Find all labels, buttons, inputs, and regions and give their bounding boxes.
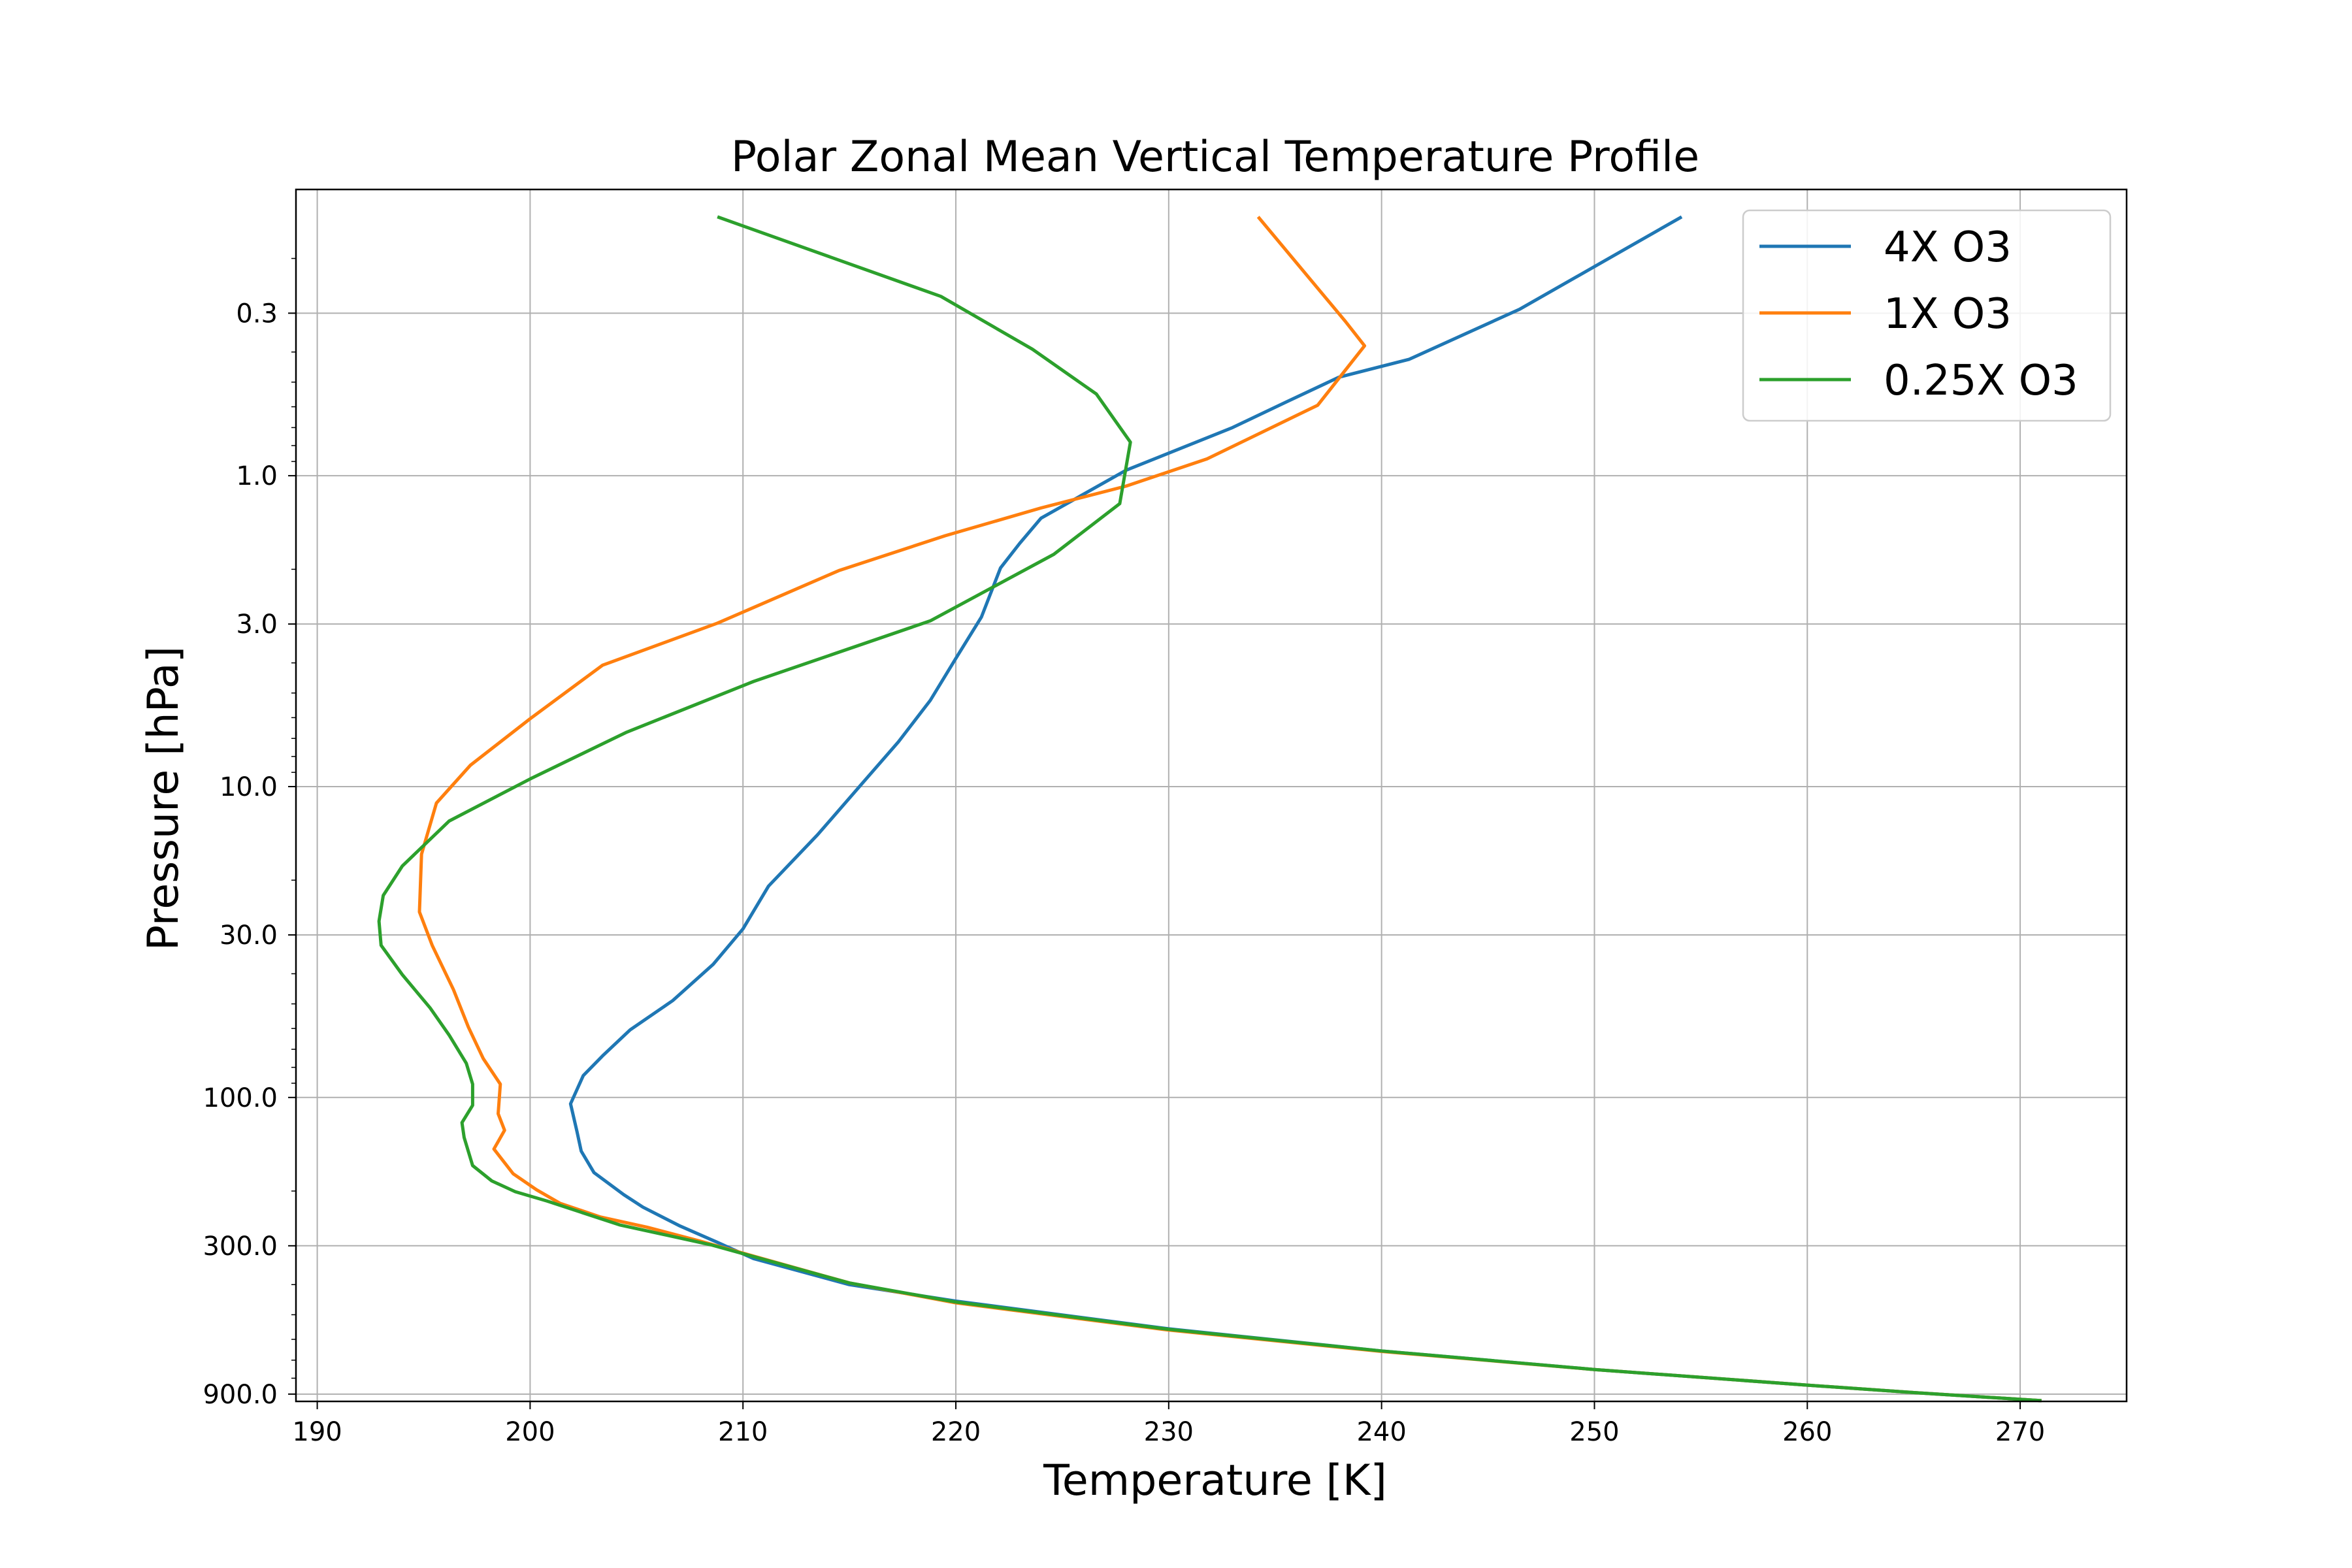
x-tick-label: 240	[1356, 1417, 1406, 1447]
y-axis-ticks: 0.3 1.0 3.0 10.0 30.0 100.0 300.0 900.0	[203, 299, 296, 1410]
y-tick-label: 10.0	[220, 772, 278, 802]
x-tick-label: 200	[505, 1417, 555, 1447]
x-tick-label: 230	[1144, 1417, 1194, 1447]
x-tick-label: 210	[718, 1417, 768, 1447]
legend-label: 1X O3	[1884, 290, 2012, 338]
y-tick-label: 100.0	[203, 1083, 278, 1113]
legend-label: 4X O3	[1884, 223, 2012, 272]
y-tick-label: 300.0	[203, 1232, 278, 1262]
x-tick-label: 190	[292, 1417, 342, 1447]
y-tick-label: 900.0	[203, 1380, 278, 1410]
y-tick-label: 0.3	[236, 299, 278, 329]
x-tick-label: 260	[1782, 1417, 1832, 1447]
y-tick-label: 1.0	[236, 461, 278, 491]
x-tick-label: 250	[1569, 1417, 1619, 1447]
y-axis-label: Pressure [hPa]	[139, 646, 188, 951]
x-axis-ticks: 190 200 210 220 230 240 250 260 270	[292, 1401, 2045, 1447]
chart-title: Polar Zonal Mean Vertical Temperature Pr…	[731, 133, 1699, 182]
x-tick-label: 220	[931, 1417, 981, 1447]
series-line-0-25x-o3	[377, 215, 2042, 1403]
plot-frame	[295, 188, 2128, 1403]
legend-label: 0.25X O3	[1884, 357, 2078, 405]
plot-series	[377, 215, 2042, 1403]
y-tick-label: 30.0	[220, 921, 278, 951]
y-tick-label: 3.0	[236, 610, 278, 640]
legend: 4X O3 1X O3 0.25X O3	[1742, 209, 2112, 422]
legend-box	[1742, 209, 2112, 422]
x-axis-label: Temperature [K]	[1043, 1456, 1387, 1505]
x-tick-label: 270	[1995, 1417, 2045, 1447]
